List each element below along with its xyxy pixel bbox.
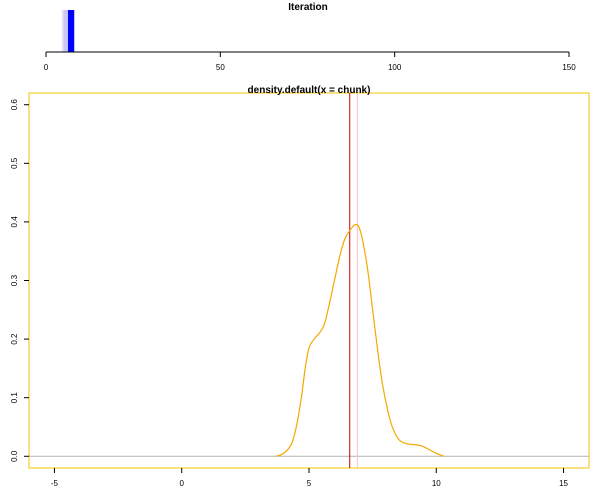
x-tick-label: 10 xyxy=(432,479,441,488)
y-tick-label: 0.0 xyxy=(10,450,19,462)
iteration-title: Iteration xyxy=(288,2,327,13)
density-panel: density.default(x = chunk) 0.00.10.20.30… xyxy=(10,85,590,488)
iteration-x-ticks: 0 50 100 150 xyxy=(44,52,576,72)
density-y-ticks: 0.0 0.1 0.2 0.3 0.4 0.5 0.6 xyxy=(10,99,29,462)
x-tick-label: 15 xyxy=(559,479,568,488)
iteration-tick-label: 50 xyxy=(216,63,225,72)
y-tick-label: 0.2 xyxy=(10,333,19,345)
y-tick-label: 0.1 xyxy=(10,392,19,404)
y-tick-label: 0.5 xyxy=(10,157,19,169)
iteration-band xyxy=(63,10,69,52)
iteration-tick-label: 150 xyxy=(562,63,576,72)
density-x-ticks: -5 0 5 10 15 xyxy=(51,468,569,488)
iteration-tick-label: 0 xyxy=(44,63,49,72)
iteration-bands xyxy=(61,10,75,52)
x-tick-label: 0 xyxy=(180,479,185,488)
vertical-markers xyxy=(349,93,358,468)
iteration-band xyxy=(67,10,75,52)
x-tick-label: 5 xyxy=(307,479,312,488)
y-tick-label: 0.4 xyxy=(10,216,19,228)
plot-frame xyxy=(28,92,590,469)
y-tick-label: 0.6 xyxy=(10,99,19,111)
x-tick-label: -5 xyxy=(51,479,59,488)
density-curve xyxy=(275,223,445,457)
density-title: density.default(x = chunk) xyxy=(248,85,371,96)
iteration-panel: Iteration 0 50 100 150 xyxy=(44,2,576,72)
iteration-tick-label: 100 xyxy=(388,63,402,72)
y-tick-label: 0.3 xyxy=(10,274,19,286)
